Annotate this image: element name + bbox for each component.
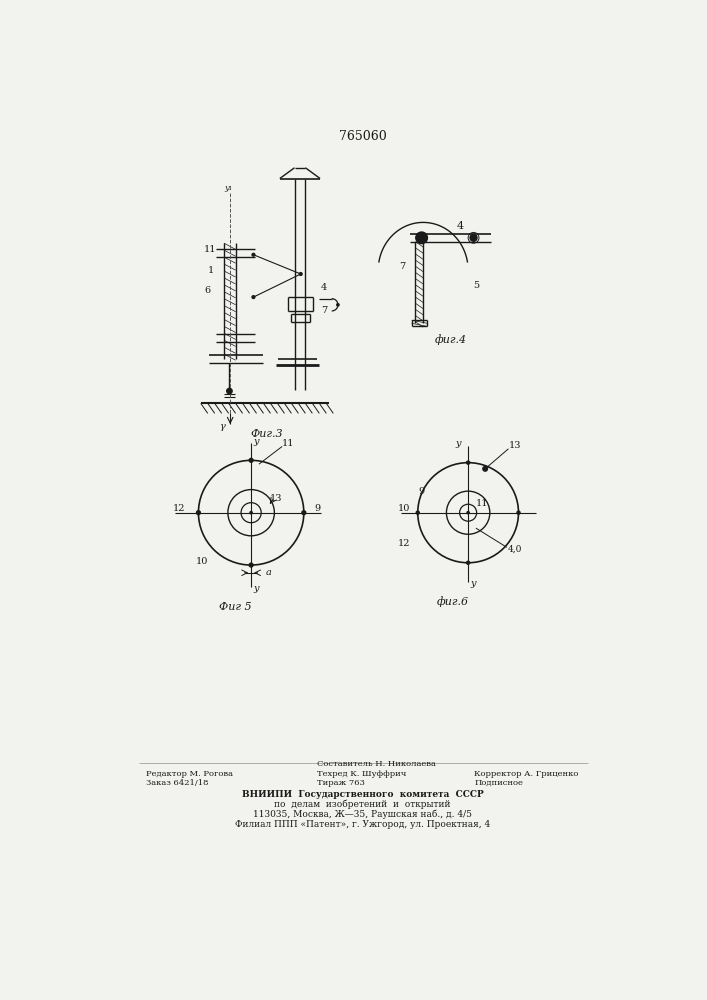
- Circle shape: [467, 461, 469, 464]
- Circle shape: [467, 561, 469, 564]
- Circle shape: [299, 273, 302, 275]
- Text: 9: 9: [419, 487, 425, 496]
- Text: по  делам  изобретений  и  открытий: по делам изобретений и открытий: [274, 800, 451, 809]
- Circle shape: [249, 458, 253, 462]
- Text: 5: 5: [473, 281, 479, 290]
- Circle shape: [467, 512, 469, 514]
- Circle shape: [252, 253, 255, 256]
- Text: Филиал ППП «Патент», г. Ужгород, ул. Проектная, 4: Филиал ППП «Патент», г. Ужгород, ул. Про…: [235, 820, 491, 829]
- Text: Составитель Н. Николаева: Составитель Н. Николаева: [317, 760, 436, 768]
- Circle shape: [337, 304, 339, 306]
- Text: фиг.6: фиг.6: [436, 596, 469, 607]
- Text: 11: 11: [204, 245, 216, 254]
- Circle shape: [416, 232, 428, 244]
- Text: Корректор А. Гриценко: Корректор А. Гриценко: [474, 770, 579, 778]
- Text: y₁: y₁: [225, 184, 233, 192]
- Text: 10: 10: [196, 557, 209, 566]
- Text: ВНИИПИ  Государственного  комитета  СССР: ВНИИПИ Государственного комитета СССР: [242, 790, 484, 799]
- Text: 10: 10: [397, 504, 410, 513]
- Text: 13: 13: [508, 441, 521, 450]
- Circle shape: [197, 511, 200, 515]
- Text: a: a: [265, 568, 271, 577]
- Circle shape: [252, 296, 255, 298]
- Circle shape: [249, 563, 253, 567]
- Text: 11: 11: [282, 439, 295, 448]
- Circle shape: [416, 511, 419, 514]
- Text: 4: 4: [321, 283, 327, 292]
- Text: Фиг 5: Фиг 5: [219, 602, 252, 612]
- Circle shape: [302, 511, 305, 515]
- Text: 9: 9: [315, 504, 321, 513]
- Text: Тираж 763: Тираж 763: [317, 779, 365, 787]
- Text: y: y: [455, 439, 460, 448]
- Text: y: y: [253, 437, 259, 446]
- Text: 12: 12: [173, 504, 185, 513]
- Circle shape: [250, 512, 252, 514]
- Text: фиг.4: фиг.4: [434, 334, 467, 345]
- Text: 11: 11: [476, 499, 489, 508]
- Text: y: y: [253, 584, 259, 593]
- Text: 4,0: 4,0: [508, 545, 522, 554]
- Text: 4: 4: [457, 221, 464, 231]
- Text: 7: 7: [399, 262, 405, 271]
- Text: Редактор М. Рогова: Редактор М. Рогова: [146, 770, 233, 778]
- Text: 7: 7: [321, 306, 327, 315]
- Text: Фиг.3: Фиг.3: [250, 429, 283, 439]
- Text: Техред К. Шуффрич: Техред К. Шуффрич: [317, 770, 407, 778]
- Text: Заказ 6421/18: Заказ 6421/18: [146, 779, 209, 787]
- Text: y: y: [470, 579, 476, 588]
- Circle shape: [517, 511, 520, 514]
- Text: 12: 12: [397, 539, 410, 548]
- Circle shape: [483, 467, 488, 471]
- Text: γ: γ: [219, 422, 226, 431]
- Circle shape: [418, 234, 425, 241]
- Circle shape: [470, 234, 477, 241]
- Text: 765060: 765060: [339, 130, 387, 143]
- Text: Подписное: Подписное: [474, 779, 523, 787]
- Text: 1: 1: [208, 266, 214, 275]
- Text: 6: 6: [205, 286, 211, 295]
- Text: 13: 13: [269, 494, 282, 503]
- Circle shape: [227, 388, 232, 394]
- Text: 113035, Москва, Ж—35, Раушская наб., д. 4/5: 113035, Москва, Ж—35, Раушская наб., д. …: [253, 810, 472, 819]
